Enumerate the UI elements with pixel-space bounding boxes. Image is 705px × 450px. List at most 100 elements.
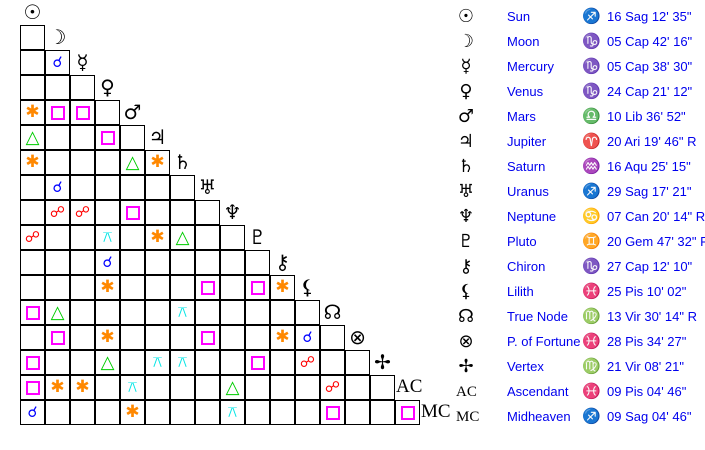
grid-cell-vertex-neptune: [220, 350, 245, 375]
grid-cell-pluto-saturn: △: [170, 225, 195, 250]
sextile-icon: ✱: [125, 402, 140, 422]
planet-name: Vertex: [507, 359, 544, 374]
ascendant-glyph-icon: AC: [396, 376, 423, 397]
grid-cell-ascendant-sun: [20, 375, 45, 400]
planet-name: Sun: [507, 9, 531, 24]
grid-cell-midheaven-p-of-fortune: [345, 400, 370, 425]
grid-cell-midheaven-lilith: [295, 400, 320, 425]
grid-cell-ascendant-true-node: ☍: [320, 375, 345, 400]
grid-cell-vertex-moon: [45, 350, 70, 375]
grid-cell-chiron-neptune: [220, 250, 245, 275]
grid-cell-ascendant-venus: [95, 375, 120, 400]
venus-icon: ♀: [459, 81, 473, 102]
sextile-icon: ✱: [25, 102, 40, 122]
grid-cell-neptune-sun: [20, 200, 45, 225]
grid-cell-neptune-mars: [120, 200, 145, 225]
quincunx-icon: ⚻: [227, 403, 238, 421]
grid-cell-p-of-fortune-sun: [20, 325, 45, 350]
grid-cell-uranus-saturn: [170, 175, 195, 200]
chiron-icon: ⚷: [459, 256, 473, 277]
neptune-glyph-icon: ♆: [223, 200, 242, 224]
grid-cell-chiron-venus: ☌: [95, 250, 120, 275]
grid-cell-vertex-sun: [20, 350, 45, 375]
grid-cell-neptune-venus: [95, 200, 120, 225]
planet-row-uranus: ♅ Uranus ♐ 29 Sag 17' 21": [450, 180, 705, 205]
grid-cell-p-of-fortune-venus: ✱: [95, 325, 120, 350]
square-icon: [125, 205, 140, 220]
zodiac-sign-icon: ♑: [582, 58, 601, 75]
midheaven-glyph-icon: MC: [421, 401, 451, 422]
sextile-icon: ✱: [275, 277, 290, 297]
grid-cell-lilith-sun: [20, 275, 45, 300]
grid-cell-venus-moon: [45, 75, 70, 100]
grid-cell-chiron-mars: [120, 250, 145, 275]
midheaven-icon: MC: [456, 409, 480, 425]
grid-cell-jupiter-moon: [45, 125, 70, 150]
planet-name: Saturn: [507, 159, 546, 174]
square-icon: [400, 405, 415, 420]
grid-cell-midheaven-chiron: [270, 400, 295, 425]
vertex-icon: ✢: [458, 356, 474, 377]
sextile-icon: ✱: [100, 327, 115, 347]
trine-icon: △: [50, 302, 65, 323]
quincunx-icon: ⚻: [177, 353, 188, 371]
grid-cell-ascendant-mars: ⚻: [120, 375, 145, 400]
planet-name: Venus: [507, 84, 544, 99]
grid-cell-vertex-chiron: [270, 350, 295, 375]
planet-position: 25 Pis 10' 02": [607, 284, 687, 299]
vertex-glyph-icon: ✢: [374, 350, 391, 374]
square-icon: [325, 405, 340, 420]
zodiac-sign-icon: ♎: [582, 108, 601, 125]
mercury-glyph-icon: ☿: [76, 50, 89, 74]
sun-icon: ☉: [457, 6, 475, 27]
zodiac-sign-icon: ♊: [582, 233, 601, 250]
conjunction-icon: ☌: [302, 328, 313, 346]
grid-cell-ascendant-jupiter: [145, 375, 170, 400]
trine-icon: △: [225, 377, 240, 398]
grid-cell-midheaven-sun: ☌: [20, 400, 45, 425]
quincunx-icon: ⚻: [152, 353, 163, 371]
grid-cell-lilith-jupiter: [145, 275, 170, 300]
grid-cell-uranus-venus: [95, 175, 120, 200]
grid-cell-saturn-sun: ✱: [20, 150, 45, 175]
grid-cell-uranus-moon: ☌: [45, 175, 70, 200]
planet-position: 16 Sag 12' 35": [607, 9, 692, 24]
quincunx-icon: ⚻: [177, 303, 188, 321]
zodiac-sign-icon: ♍: [582, 308, 601, 325]
grid-cell-midheaven-moon: [45, 400, 70, 425]
planet-name: Jupiter: [507, 134, 547, 149]
grid-cell-midheaven-mars: ✱: [120, 400, 145, 425]
pluto-glyph-icon: ♇: [248, 225, 267, 249]
planet-row-pluto: ♇ Pluto ♊ 20 Gem 47' 32" R: [450, 230, 705, 255]
grid-cell-ascendant-saturn: [170, 375, 195, 400]
grid-cell-true-node-moon: △: [45, 300, 70, 325]
grid-cell-ascendant-pluto: [245, 375, 270, 400]
planet-row-chiron: ⚷ Chiron ♑ 27 Cap 12' 10": [450, 255, 705, 280]
grid-cell-lilith-uranus: [195, 275, 220, 300]
grid-cell-vertex-p-of-fortune: [345, 350, 370, 375]
trine-icon: △: [175, 227, 190, 248]
grid-cell-saturn-mars: △: [120, 150, 145, 175]
grid-cell-vertex-saturn: ⚻: [170, 350, 195, 375]
planet-row-saturn: ♄ Saturn ♒ 16 Aqu 25' 15": [450, 155, 705, 180]
grid-cell-mars-sun: ✱: [20, 100, 45, 125]
zodiac-sign-icon: ♋: [582, 208, 601, 225]
planet-position: 20 Ari 19' 46" R: [607, 134, 697, 149]
grid-cell-chiron-jupiter: [145, 250, 170, 275]
conjunction-icon: ☌: [52, 178, 63, 196]
grid-cell-chiron-moon: [45, 250, 70, 275]
planet-name: Chiron: [507, 259, 546, 274]
grid-cell-ascendant-lilith: [295, 375, 320, 400]
planet-position: 09 Sag 04' 46": [607, 409, 692, 424]
trine-icon: △: [100, 352, 115, 373]
grid-cell-lilith-saturn: [170, 275, 195, 300]
grid-cell-true-node-venus: [95, 300, 120, 325]
grid-cell-true-node-chiron: [270, 300, 295, 325]
square-icon: [250, 280, 265, 295]
grid-cell-ascendant-chiron: [270, 375, 295, 400]
grid-cell-chiron-saturn: [170, 250, 195, 275]
grid-cell-pluto-neptune: [220, 225, 245, 250]
sun-glyph-icon: ☉: [23, 0, 42, 24]
conjunction-icon: ☌: [27, 403, 38, 421]
grid-cell-vertex-lilith: ☍: [295, 350, 320, 375]
